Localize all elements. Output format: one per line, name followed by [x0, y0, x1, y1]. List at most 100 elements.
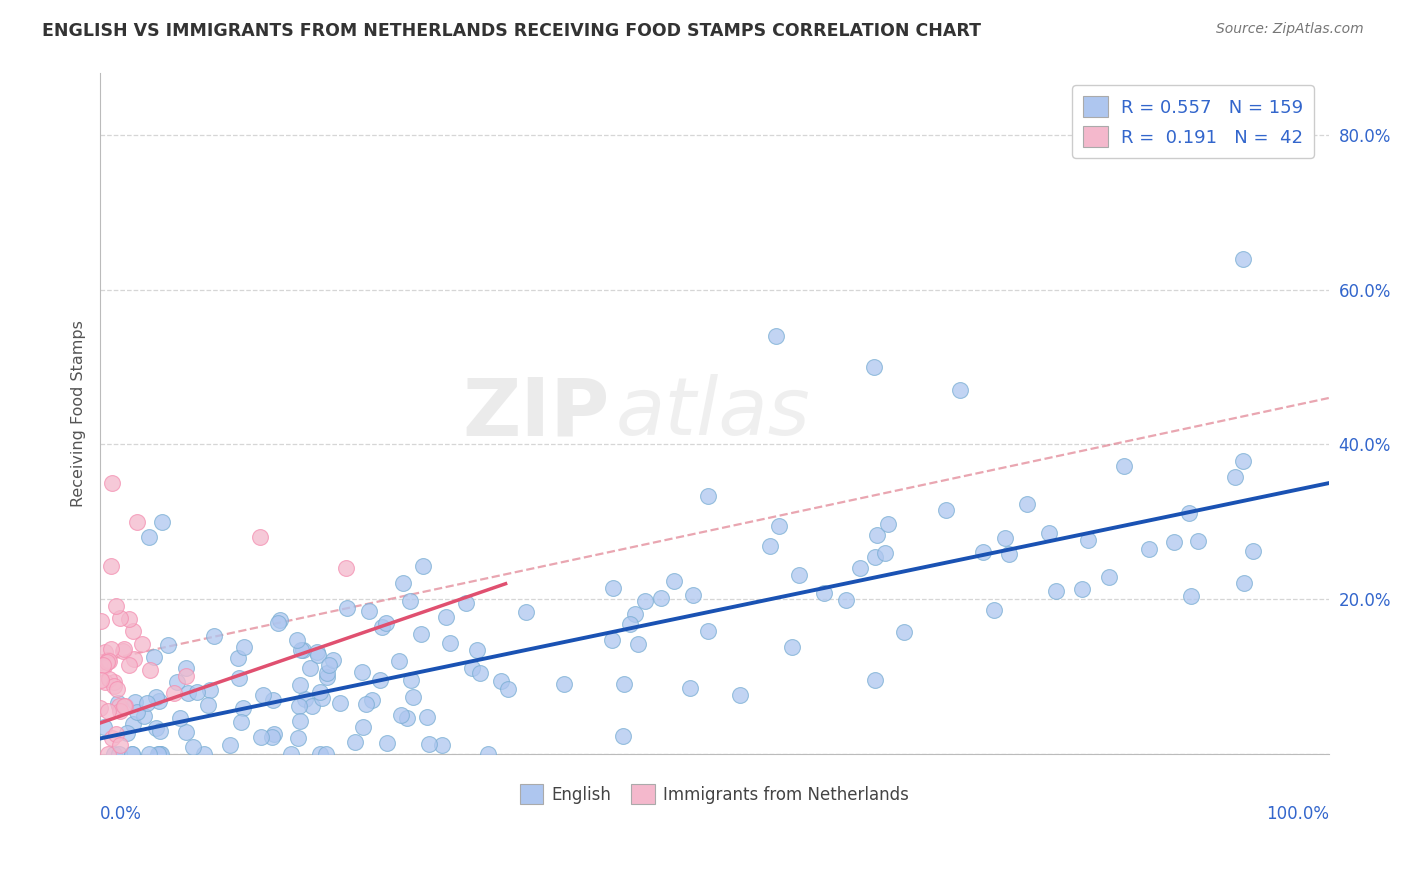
- Point: [866, 528, 889, 542]
- Point: [515, 605, 537, 619]
- Point: [949, 384, 972, 398]
- Point: [132, 709, 155, 723]
- Point: [1241, 544, 1264, 558]
- Point: [262, 731, 284, 745]
- Point: [1178, 507, 1201, 521]
- Point: [998, 547, 1021, 561]
- Point: [138, 530, 160, 544]
- Point: [174, 724, 197, 739]
- Point: [287, 633, 309, 648]
- Point: [863, 359, 886, 374]
- Text: ZIP: ZIP: [463, 375, 610, 452]
- Point: [250, 730, 273, 744]
- Point: [127, 706, 149, 720]
- Text: 0.0%: 0.0%: [100, 805, 142, 823]
- Point: [98, 672, 121, 686]
- Point: [262, 693, 284, 707]
- Point: [177, 686, 200, 700]
- Point: [849, 561, 872, 575]
- Point: [308, 685, 330, 699]
- Point: [299, 661, 322, 675]
- Point: [634, 593, 657, 607]
- Point: [103, 679, 125, 693]
- Point: [434, 610, 457, 624]
- Point: [125, 515, 148, 529]
- Point: [318, 657, 340, 672]
- Point: [114, 698, 136, 713]
- Point: [439, 635, 461, 649]
- Point: [229, 714, 252, 729]
- Point: [290, 677, 312, 691]
- Point: [143, 649, 166, 664]
- Point: [983, 602, 1005, 616]
- Point: [117, 612, 139, 626]
- Point: [157, 638, 180, 652]
- Point: [148, 747, 170, 761]
- Point: [97, 747, 120, 761]
- Point: [149, 747, 172, 761]
- Point: [416, 710, 439, 724]
- Point: [336, 601, 359, 615]
- Point: [287, 731, 309, 745]
- Point: [138, 747, 160, 761]
- Point: [768, 519, 790, 533]
- Point: [202, 629, 225, 643]
- Point: [104, 727, 127, 741]
- Point: [124, 652, 146, 666]
- Point: [1232, 453, 1254, 467]
- Point: [112, 642, 135, 657]
- Point: [176, 669, 198, 683]
- Point: [1045, 584, 1067, 599]
- Point: [103, 747, 125, 761]
- Point: [553, 677, 575, 691]
- Point: [107, 696, 129, 710]
- Point: [124, 695, 146, 709]
- Point: [322, 653, 344, 667]
- Text: ENGLISH VS IMMIGRANTS FROM NETHERLANDS RECEIVING FOOD STAMPS CORRELATION CHART: ENGLISH VS IMMIGRANTS FROM NETHERLANDS R…: [42, 22, 981, 40]
- Text: atlas: atlas: [616, 375, 811, 452]
- Point: [662, 574, 685, 588]
- Point: [100, 558, 122, 573]
- Point: [360, 693, 382, 707]
- Point: [399, 594, 422, 608]
- Point: [315, 747, 337, 761]
- Point: [352, 720, 374, 734]
- Point: [1038, 525, 1060, 540]
- Point: [90, 614, 112, 628]
- Point: [1187, 534, 1209, 549]
- Point: [135, 696, 157, 710]
- Legend: English, Immigrants from Netherlands: English, Immigrants from Netherlands: [513, 778, 915, 810]
- Point: [834, 593, 856, 607]
- Point: [619, 616, 641, 631]
- Point: [267, 615, 290, 630]
- Point: [166, 675, 188, 690]
- Point: [399, 673, 422, 687]
- Point: [627, 637, 650, 651]
- Point: [377, 736, 399, 750]
- Point: [1071, 582, 1094, 596]
- Point: [935, 503, 957, 517]
- Point: [863, 673, 886, 687]
- Point: [696, 624, 718, 638]
- Point: [465, 643, 488, 657]
- Point: [112, 698, 135, 713]
- Point: [329, 696, 352, 710]
- Point: [432, 738, 454, 752]
- Point: [117, 726, 139, 740]
- Y-axis label: Receiving Food Stamps: Receiving Food Stamps: [72, 320, 86, 507]
- Point: [1097, 570, 1119, 584]
- Point: [118, 657, 141, 672]
- Point: [139, 663, 162, 677]
- Point: [288, 699, 311, 714]
- Point: [100, 642, 122, 657]
- Point: [877, 516, 900, 531]
- Point: [108, 611, 131, 625]
- Point: [787, 568, 810, 582]
- Point: [104, 599, 127, 613]
- Point: [391, 576, 413, 591]
- Point: [496, 681, 519, 696]
- Point: [121, 716, 143, 731]
- Point: [344, 735, 367, 749]
- Point: [176, 661, 198, 675]
- Point: [994, 531, 1017, 545]
